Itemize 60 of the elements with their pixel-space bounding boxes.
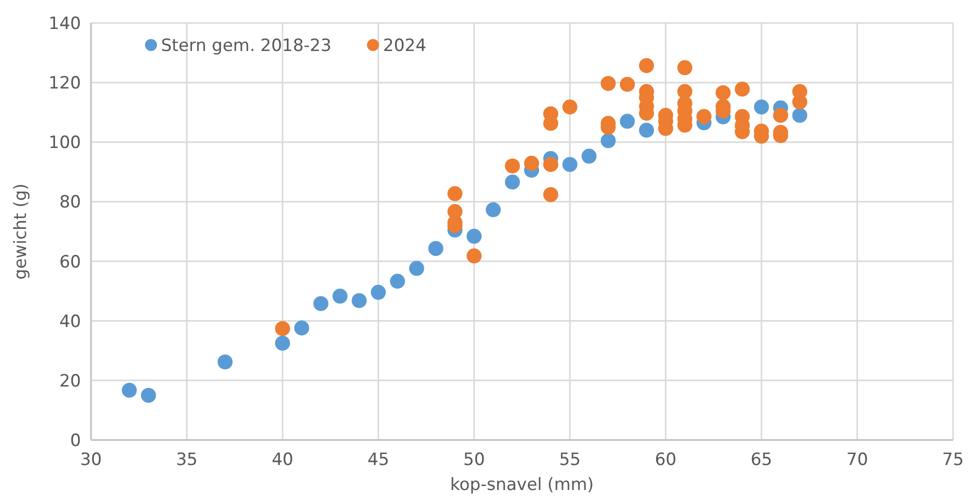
- point: [754, 99, 769, 114]
- point: [600, 133, 616, 148]
- point: [639, 58, 654, 74]
- x-tick-label: 50: [463, 450, 485, 470]
- point: [716, 85, 731, 100]
- legend-label: 2024: [383, 36, 426, 56]
- point: [582, 148, 597, 164]
- point: [504, 158, 520, 174]
- point: [409, 260, 424, 276]
- y-tick-label: 20: [59, 371, 81, 392]
- x-tick-label: 30: [80, 450, 102, 470]
- point: [696, 109, 712, 124]
- y-tick-label: 40: [59, 312, 81, 332]
- point: [352, 293, 367, 308]
- point: [466, 228, 482, 244]
- point: [486, 202, 501, 218]
- point: [218, 354, 233, 370]
- point: [562, 156, 578, 172]
- x-axis-title: kop-snavel (mm): [450, 475, 594, 495]
- point: [370, 284, 386, 300]
- x-tick-label: 35: [176, 450, 198, 470]
- legend-label: Stern gem. 2018-23: [161, 36, 332, 56]
- y-tick-label: 120: [48, 74, 81, 94]
- point: [428, 240, 444, 256]
- point: [524, 156, 540, 171]
- point: [639, 122, 654, 138]
- point: [562, 99, 578, 114]
- point: [275, 321, 290, 336]
- point: [313, 296, 328, 312]
- point: [466, 248, 482, 264]
- x-tick-label: 40: [272, 450, 294, 470]
- point: [620, 76, 635, 92]
- y-tick-label: 80: [59, 192, 81, 213]
- point: [734, 82, 750, 97]
- y-axis-title: gewicht (g): [11, 183, 31, 280]
- point: [275, 336, 290, 351]
- point: [447, 186, 462, 202]
- point: [294, 320, 310, 336]
- point: [332, 288, 348, 304]
- point: [543, 156, 558, 172]
- x-tick-label: 65: [750, 450, 772, 470]
- x-tick-label: 60: [654, 450, 676, 470]
- point: [600, 76, 616, 91]
- point: [504, 174, 520, 190]
- x-tick-label: 75: [942, 450, 964, 470]
- point: [390, 274, 405, 289]
- y-tick-label: 60: [59, 252, 81, 272]
- x-tick-label: 55: [559, 450, 581, 470]
- x-tick-label: 45: [368, 450, 390, 470]
- y-tick-label: 100: [48, 133, 81, 154]
- point: [543, 187, 558, 202]
- point: [140, 388, 156, 403]
- point: [792, 108, 808, 123]
- point: [122, 382, 137, 398]
- x-tick-label: 70: [846, 450, 868, 470]
- point: [620, 114, 635, 129]
- y-tick-label: 140: [48, 14, 81, 34]
- y-tick-label: 0: [70, 431, 81, 451]
- point: [773, 108, 788, 123]
- point: [677, 60, 692, 76]
